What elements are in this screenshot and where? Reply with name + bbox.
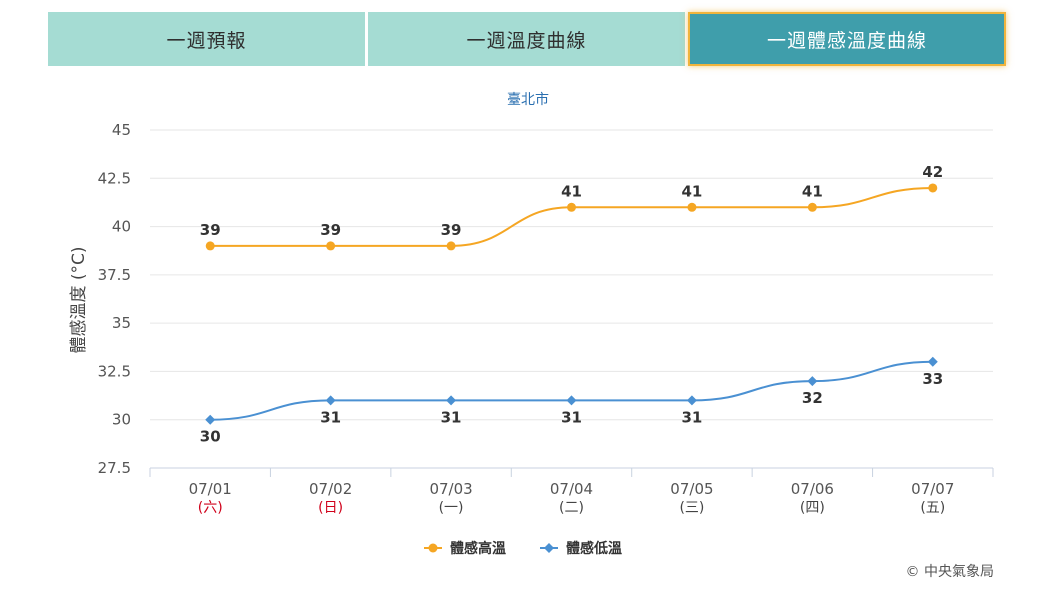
legend-label: 體感低溫 [566,540,622,557]
data-point-low[interactable] [927,356,938,367]
y-tick-label: 27.5 [98,459,131,477]
x-weekday-label: (六) [198,500,223,516]
y-tick-label: 30 [112,411,131,429]
data-label: 31 [681,408,702,426]
data-label: 30 [200,428,221,446]
data-label: 42 [922,163,943,181]
y-axis-title: 體感溫度 (°C) [69,246,89,353]
data-point-low[interactable] [205,414,216,425]
x-tick-label: 07/07 [911,480,954,498]
data-label: 41 [802,182,823,200]
data-label: 41 [561,182,582,200]
data-point-low[interactable] [566,395,577,406]
data-point-high[interactable] [928,183,938,193]
x-tick-label: 07/01 [189,480,232,498]
legend-item-high[interactable]: 體感高溫 [424,540,506,557]
copyright-text: © 中央氣象局 [905,564,994,580]
data-point-high[interactable] [807,202,817,212]
data-point-high[interactable] [567,202,576,212]
x-weekday-label: (一) [439,500,464,516]
legend-marker [544,543,554,553]
legend-marker [428,543,438,553]
x-weekday-label: (四) [800,500,825,516]
data-label: 39 [320,221,341,239]
data-label: 31 [441,408,462,426]
data-point-low[interactable] [325,395,336,406]
y-tick-label: 35 [112,314,131,332]
data-label: 39 [441,221,462,239]
legend-label: 體感高溫 [450,540,506,557]
data-label: 41 [681,182,702,200]
y-tick-label: 32.5 [98,362,131,380]
y-tick-label: 45 [112,121,131,139]
y-tick-label: 42.5 [98,169,131,187]
y-tick-label: 40 [112,218,131,236]
x-weekday-label: (三) [679,500,704,516]
data-point-high[interactable] [326,241,336,251]
data-label: 31 [561,408,582,426]
data-point-high[interactable] [687,202,697,212]
chart-title: 臺北市 [507,91,549,108]
x-weekday-label: (五) [920,500,945,516]
data-point-low[interactable] [446,395,457,406]
data-point-high[interactable] [205,241,215,251]
x-weekday-label: (日) [318,500,343,516]
data-point-low[interactable] [686,395,697,406]
x-tick-label: 07/02 [309,480,352,498]
x-weekday-label: (二) [559,500,584,516]
x-tick-label: 07/03 [429,480,472,498]
data-label: 31 [320,408,341,426]
x-tick-label: 07/05 [670,480,713,498]
y-tick-label: 37.5 [98,266,131,284]
tab-weekly-apparent-temperature-curve[interactable]: 一週體感溫度曲線 [688,12,1006,66]
x-tick-label: 07/06 [791,480,834,498]
data-label: 32 [802,389,823,407]
data-point-high[interactable] [446,241,456,251]
legend-item-low[interactable]: 體感低溫 [540,540,622,557]
data-label: 33 [922,370,943,388]
x-tick-label: 07/04 [550,480,593,498]
data-label: 39 [200,221,221,239]
data-point-low[interactable] [807,376,818,387]
tab-bar: 一週預報 一週溫度曲線 一週體感溫度曲線 [48,12,1006,66]
tab-weekly-forecast[interactable]: 一週預報 [48,12,365,66]
tab-weekly-temperature-curve[interactable]: 一週溫度曲線 [368,12,685,66]
